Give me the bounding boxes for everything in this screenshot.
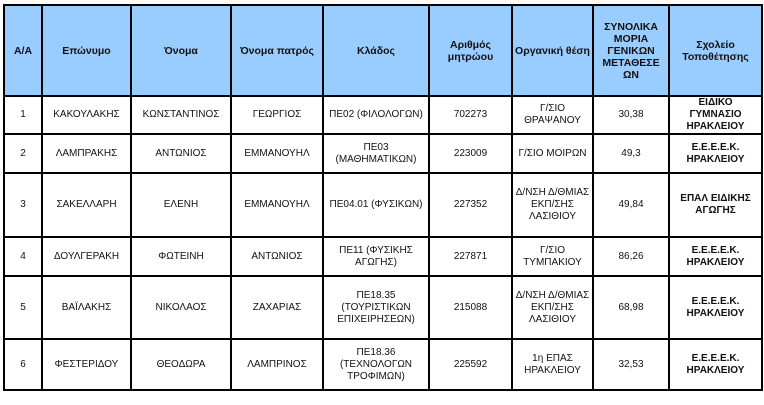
cell-father-name: ΕΜΜΑΝΟΥΗΛ (230, 172, 324, 238)
header-organic-position: Οργανική θέση (511, 4, 594, 97)
cell-total-points: 32,53 (592, 338, 670, 391)
cell-placement-school: Ε.Ε.Ε.Ε.Κ. ΗΡΑΚΛΕΙΟΥ (668, 133, 763, 174)
header-row: Α/Α Επώνυμο Όνομα Όνομα πατρός Κλάδος Αριθμός… (3, 4, 763, 97)
cell-placement-school: Ε.Ε.Ε.Ε.Κ. ΗΡΑΚΛΕΙΟΥ (668, 338, 763, 391)
cell-surname: ΔΟΥΛΓΕΡΑΚΗ (41, 236, 132, 277)
cell-specialty: ΠΕ18.35 (ΤΟΥΡΙΣΤΙΚΩΝ ΕΠΙΧΕΙΡΗΣΕΩΝ) (322, 275, 430, 340)
cell-specialty: ΠΕ18.36 (ΤΕΧΝΟΛΟΓΩΝ ΤΡΟΦΙΜΩΝ) (322, 338, 430, 391)
cell-name: ΝΙΚΟΛΑΟΣ (130, 275, 232, 340)
header-total-points: ΣΥΝΟΛΙΚΑ ΜΟΡΙΑ ΓΕΝΙΚΩΝ ΜΕΤΑΘΕΣΕ ΩΝ (592, 4, 670, 97)
cell-surname: ΒΑΪΛΑΚΗΣ (41, 275, 132, 340)
header-placement-school: Σχολείο Τοποθέτησης (668, 4, 763, 97)
cell-specialty: ΠΕ04.01 (ΦΥΣΙΚΩΝ) (322, 172, 430, 238)
cell-aa: 3 (3, 172, 43, 238)
cell-father-name: ΕΜΜΑΝΟΥΗΛ (230, 133, 324, 174)
placement-table: Α/Α Επώνυμο Όνομα Όνομα πατρός Κλάδος Αριθμός… (3, 4, 763, 391)
cell-registry-number: 227352 (428, 172, 513, 238)
cell-total-points: 30,38 (592, 95, 670, 135)
cell-name: ΚΩΝΣΤΑΝΤΙΝΟΣ (130, 95, 232, 135)
header-surname: Επώνυμο (41, 4, 132, 97)
cell-placement-school: ΕΙΔΙΚΟ ΓΥΜΝΑΣΙΟ ΗΡΑΚΛΕΙΟΥ (668, 95, 763, 135)
header-aa: Α/Α (3, 4, 43, 97)
cell-name: ΑΝΤΩΝΙΟΣ (130, 133, 232, 174)
cell-total-points: 49,3 (592, 133, 670, 174)
cell-surname: ΚΑΚΟΥΛΑΚΗΣ (41, 95, 132, 135)
cell-placement-school: Ε.Ε.Ε.Ε.Κ. ΗΡΑΚΛΕΙΟΥ (668, 236, 763, 277)
cell-total-points: 49,84 (592, 172, 670, 238)
cell-name: ΦΩΤΕΙΝΗ (130, 236, 232, 277)
cell-aa: 1 (3, 95, 43, 135)
table-row: 5 ΒΑΪΛΑΚΗΣ ΝΙΚΟΛΑΟΣ ΖΑΧΑΡΙΑΣ ΠΕ18.35 (ΤΟΥΡΙΣ… (3, 275, 763, 340)
cell-organic-position: Δ/ΝΣΗ Δ/ΘΜΙΑΣ ΕΚΠ/ΣΗΣ ΛΑΣΙΘΙΟΥ (511, 172, 594, 238)
cell-father-name: ΑΝΤΩΝΙΟΣ (230, 236, 324, 277)
table-row: 6 ΦΕΣΤΕΡΙΔΟΥ ΘΕΟΔΩΡΑ ΛΑΜΠΡΙΝΟΣ ΠΕ18.36 (ΤΕΧΝ… (3, 338, 763, 391)
cell-aa: 4 (3, 236, 43, 277)
cell-specialty: ΠΕ11 (ΦΥΣΙΚΗΣ ΑΓΩΓΗΣ) (322, 236, 430, 277)
cell-registry-number: 702273 (428, 95, 513, 135)
cell-organic-position: Γ/ΣΙΟ ΘΡΑΨΑΝΟΥ (511, 95, 594, 135)
cell-father-name: ΛΑΜΠΡΙΝΟΣ (230, 338, 324, 391)
cell-name: ΘΕΟΔΩΡΑ (130, 338, 232, 391)
cell-specialty: ΠΕ03 (ΜΑΘΗΜΑΤΙΚΩΝ) (322, 133, 430, 174)
cell-aa: 5 (3, 275, 43, 340)
cell-surname: ΣΑΚΕΛΛΑΡΗ (41, 172, 132, 238)
cell-aa: 2 (3, 133, 43, 174)
table-row: 1 ΚΑΚΟΥΛΑΚΗΣ ΚΩΝΣΤΑΝΤΙΝΟΣ ΓΕΩΡΓΙΟΣ ΠΕ02 (ΦΙΛ… (3, 95, 763, 135)
cell-surname: ΦΕΣΤΕΡΙΔΟΥ (41, 338, 132, 391)
cell-aa: 6 (3, 338, 43, 391)
cell-father-name: ΖΑΧΑΡΙΑΣ (230, 275, 324, 340)
cell-organic-position: Γ/ΣΙΟ ΜΟΙΡΩΝ (511, 133, 594, 174)
header-registry-number: Αριθμός μητρώου (428, 4, 513, 97)
cell-total-points: 86,26 (592, 236, 670, 277)
cell-organic-position: Δ/ΝΣΗ Δ/ΘΜΙΑΣ ΕΚΠ/ΣΗΣ ΛΑΣΙΘΙΟΥ (511, 275, 594, 340)
cell-organic-position: Γ/ΣΙΟ ΤΥΜΠΑΚΙΟΥ (511, 236, 594, 277)
cell-registry-number: 227871 (428, 236, 513, 277)
cell-placement-school: ΕΠΑΛ ΕΙΔΙΚΗΣ ΑΓΩΓΗΣ (668, 172, 763, 238)
header-name: Όνομα (130, 4, 232, 97)
table-row: 3 ΣΑΚΕΛΛΑΡΗ ΕΛΕΝΗ ΕΜΜΑΝΟΥΗΛ ΠΕ04.01 (ΦΥΣΙΚΩΝ… (3, 172, 763, 238)
cell-total-points: 68,98 (592, 275, 670, 340)
table-row: 2 ΛΑΜΠΡΑΚΗΣ ΑΝΤΩΝΙΟΣ ΕΜΜΑΝΟΥΗΛ ΠΕ03 (ΜΑΘΗΜΑΤ… (3, 133, 763, 174)
cell-registry-number: 215088 (428, 275, 513, 340)
cell-registry-number: 225592 (428, 338, 513, 391)
cell-father-name: ΓΕΩΡΓΙΟΣ (230, 95, 324, 135)
cell-name: ΕΛΕΝΗ (130, 172, 232, 238)
cell-surname: ΛΑΜΠΡΑΚΗΣ (41, 133, 132, 174)
cell-organic-position: 1η ΕΠΑΣ ΗΡΑΚΛΕΙΟΥ (511, 338, 594, 391)
cell-registry-number: 223009 (428, 133, 513, 174)
header-specialty: Κλάδος (322, 4, 430, 97)
table-row: 4 ΔΟΥΛΓΕΡΑΚΗ ΦΩΤΕΙΝΗ ΑΝΤΩΝΙΟΣ ΠΕ11 (ΦΥΣΙΚΗΣ … (3, 236, 763, 277)
header-father-name: Όνομα πατρός (230, 4, 324, 97)
cell-placement-school: Ε.Ε.Ε.Ε.Κ. ΗΡΑΚΛΕΙΟΥ (668, 275, 763, 340)
cell-specialty: ΠΕ02 (ΦΙΛΟΛΟΓΩΝ) (322, 95, 430, 135)
